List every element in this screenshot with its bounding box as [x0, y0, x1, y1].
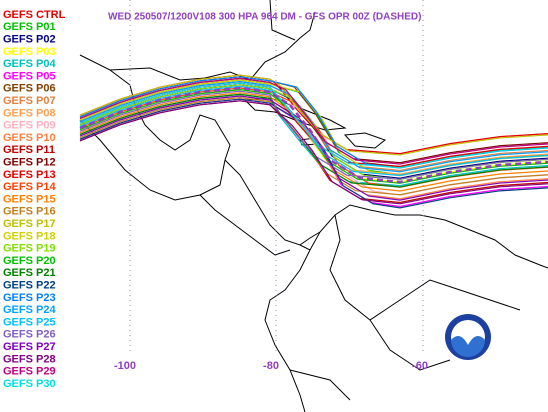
legend-entry: GEFS P22 [3, 280, 56, 292]
legend-entry: GEFS P14 [3, 181, 56, 193]
contour [79, 77, 548, 165]
legend-entry: GEFS P16 [3, 206, 56, 218]
longitude-grid [129, 0, 424, 355]
noaa-logo [445, 314, 491, 360]
legend-entry: GEFS P01 [3, 21, 56, 33]
legend-entry: GEFS P12 [3, 157, 56, 169]
legend-entry: GEFS CTRL [3, 9, 66, 21]
legend-entry: GEFS P13 [3, 169, 56, 181]
legend-entry: GEFS P15 [3, 193, 56, 205]
legend-entry: GEFS P28 [3, 353, 56, 365]
lon-label: -80 [263, 360, 279, 372]
lon-label: -100 [114, 360, 136, 372]
gulf-coast [79, 0, 316, 81]
legend-entry: GEFS P07 [3, 95, 56, 107]
borders [289, 214, 521, 401]
legend-entry: GEFS P04 [3, 58, 56, 70]
contour [79, 82, 548, 169]
legend-entry: GEFS P08 [3, 107, 56, 119]
south-america [264, 204, 548, 412]
legend-entry: GEFS P06 [3, 83, 56, 95]
legend-entry: GEFS P30 [3, 378, 56, 390]
legend-entry: GEFS P21 [3, 267, 56, 279]
legend-entry: GEFS P05 [3, 70, 56, 82]
legend-entry: GEFS P29 [3, 366, 56, 378]
coastlines [79, 0, 548, 412]
legend-entry: GEFS P10 [3, 132, 56, 144]
mexico [79, 69, 231, 201]
opr-contour [79, 86, 548, 184]
legend-entry: GEFS P02 [3, 34, 56, 46]
legend-entry: GEFS P17 [3, 218, 56, 230]
contour [79, 90, 548, 180]
legend-entry: GEFS P18 [3, 230, 56, 242]
hispaniola [343, 132, 387, 149]
legend-entry: GEFS P24 [3, 304, 56, 316]
logo-wave [451, 336, 485, 357]
contour [79, 100, 548, 205]
legend-entry: GEFS P23 [3, 292, 56, 304]
central-america [199, 159, 321, 256]
contours [79, 74, 548, 209]
legend-entry: GEFS P19 [3, 243, 56, 255]
legend-entry: GEFS P25 [3, 316, 56, 328]
legend-entry: GEFS P27 [3, 341, 56, 353]
legend-entry: GEFS P03 [3, 46, 56, 58]
lon-label: -60 [412, 360, 428, 372]
legend-entry: GEFS P26 [3, 329, 56, 341]
map-title: WED 250507/1200V108 300 HPA 964 DM - GFS… [108, 12, 421, 23]
legend-entry: GEFS P09 [3, 120, 56, 132]
legend-entry: GEFS P20 [3, 255, 56, 267]
legend-entry: GEFS P11 [3, 144, 55, 156]
